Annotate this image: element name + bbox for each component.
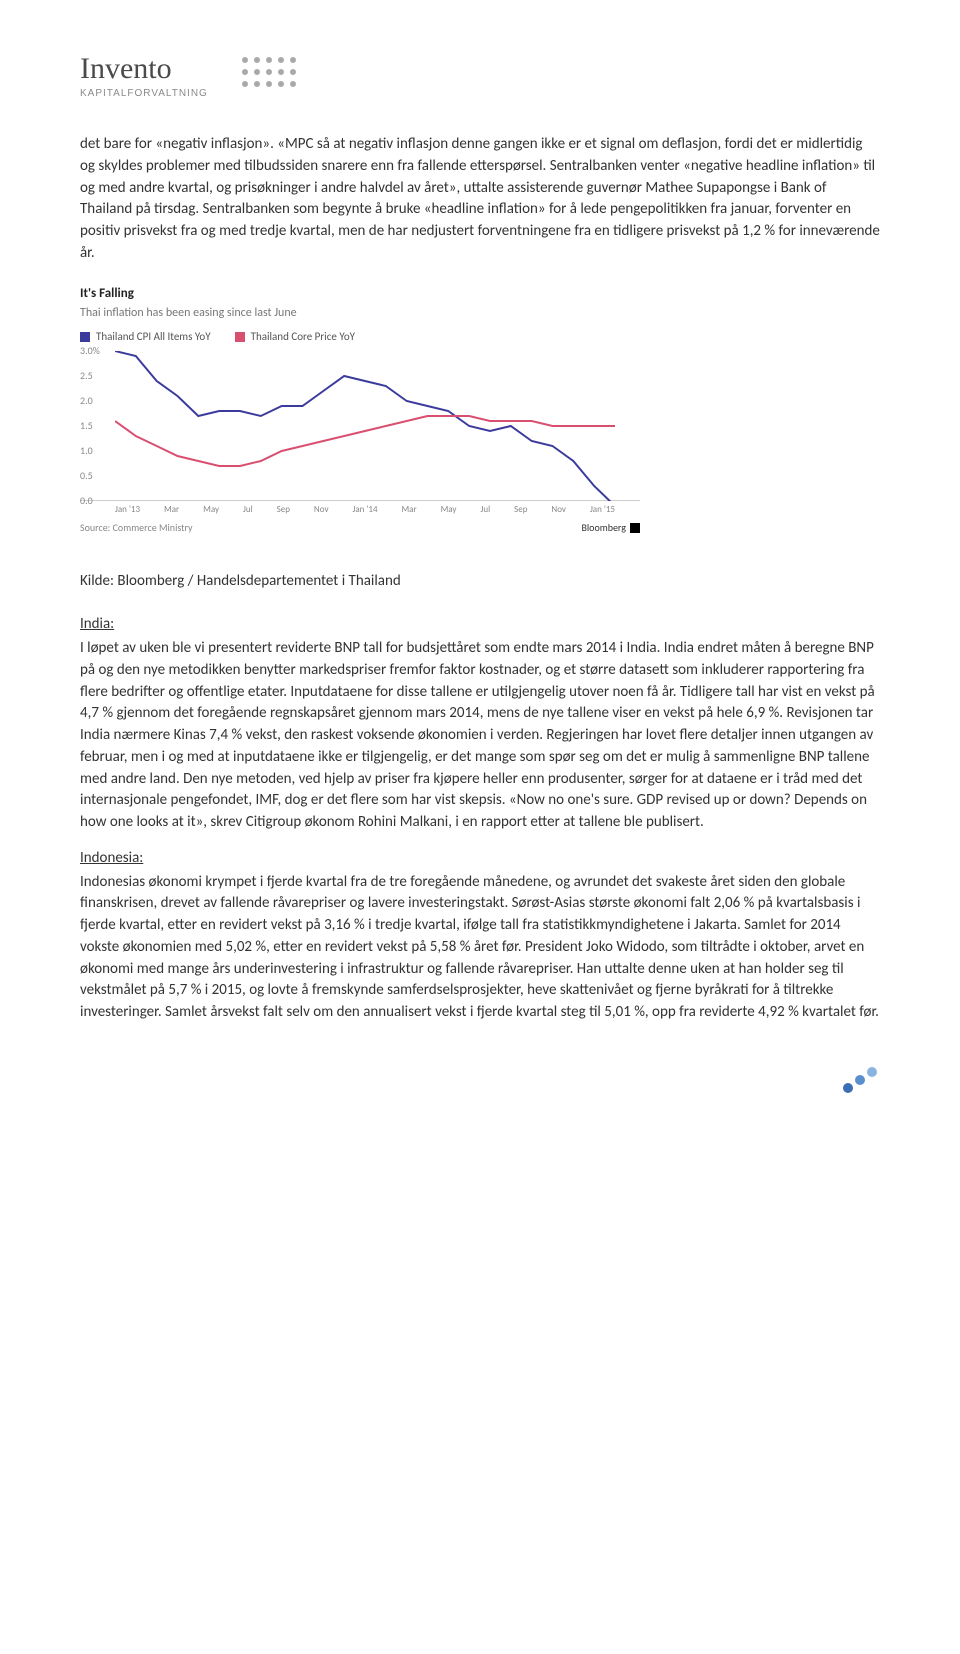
- source-line: Kilde: Bloomberg / Handelsdepartementet …: [80, 571, 880, 593]
- para-india: I løpet av uken ble vi presentert revide…: [80, 638, 880, 834]
- chart-source: Source: Commerce Ministry: [80, 521, 193, 536]
- legend-item-core: Thailand Core Price YoY: [235, 329, 355, 345]
- ytick-label: 3.0%: [80, 343, 100, 358]
- xtick-label: Sep: [514, 503, 527, 516]
- ytick-label: 0.0: [80, 493, 93, 508]
- xtick-label: Jan '15: [590, 503, 615, 516]
- xtick-label: Jan '13: [115, 503, 140, 516]
- xtick-label: May: [203, 503, 219, 516]
- para-thailand: det bare for «negativ inflasjon». «MPC s…: [80, 134, 880, 265]
- ytick-label: 0.5: [80, 468, 93, 483]
- bloomberg-icon: [630, 523, 640, 533]
- chart-brand-badge: Bloomberg: [581, 521, 640, 536]
- logo: Invento KAPITALFORVALTNING: [80, 50, 880, 106]
- legend-swatch-icon: [80, 332, 90, 342]
- logo-dots-icon: [242, 57, 296, 87]
- section-head-indonesia: Indonesia:: [80, 848, 880, 870]
- legend-label: Thailand CPI All Items YoY: [96, 329, 211, 345]
- logo-sub: KAPITALFORVALTNING: [80, 88, 208, 99]
- xtick-label: May: [441, 503, 457, 516]
- xtick-label: Jul: [480, 503, 490, 516]
- chart-subtitle: Thai inflation has been easing since las…: [80, 305, 640, 322]
- xtick-label: Sep: [277, 503, 290, 516]
- section-head-india: India:: [80, 614, 880, 636]
- chart-title: It's Falling: [80, 285, 640, 304]
- chart-plot-area: 3.0%2.52.01.51.00.50.0 Jan '13MarMayJulS…: [80, 351, 640, 501]
- ytick-label: 1.5: [80, 418, 93, 433]
- chart-brand: Bloomberg: [581, 521, 626, 536]
- inflation-chart: It's Falling Thai inflation has been eas…: [80, 285, 640, 545]
- xtick-label: Jan '14: [352, 503, 377, 516]
- xtick-label: Mar: [401, 503, 416, 516]
- chart-legend: Thailand CPI All Items YoY Thailand Core…: [80, 329, 640, 345]
- para-indonesia: Indonesias økonomi krympet i fjerde kvar…: [80, 872, 880, 1024]
- footer-dots-icon: [80, 1064, 880, 1094]
- xtick-label: Mar: [164, 503, 179, 516]
- xtick-label: Jul: [243, 503, 253, 516]
- ytick-label: 1.0: [80, 443, 93, 458]
- ytick-label: 2.5: [80, 368, 93, 383]
- legend-label: Thailand Core Price YoY: [251, 329, 355, 345]
- legend-item-cpi: Thailand CPI All Items YoY: [80, 329, 211, 345]
- xtick-label: Nov: [551, 503, 566, 516]
- ytick-label: 2.0: [80, 393, 93, 408]
- xtick-label: Nov: [314, 503, 329, 516]
- legend-swatch-icon: [235, 332, 245, 342]
- chart-footer: Source: Commerce Ministry Bloomberg: [80, 521, 640, 536]
- logo-brand: Invento: [80, 52, 172, 85]
